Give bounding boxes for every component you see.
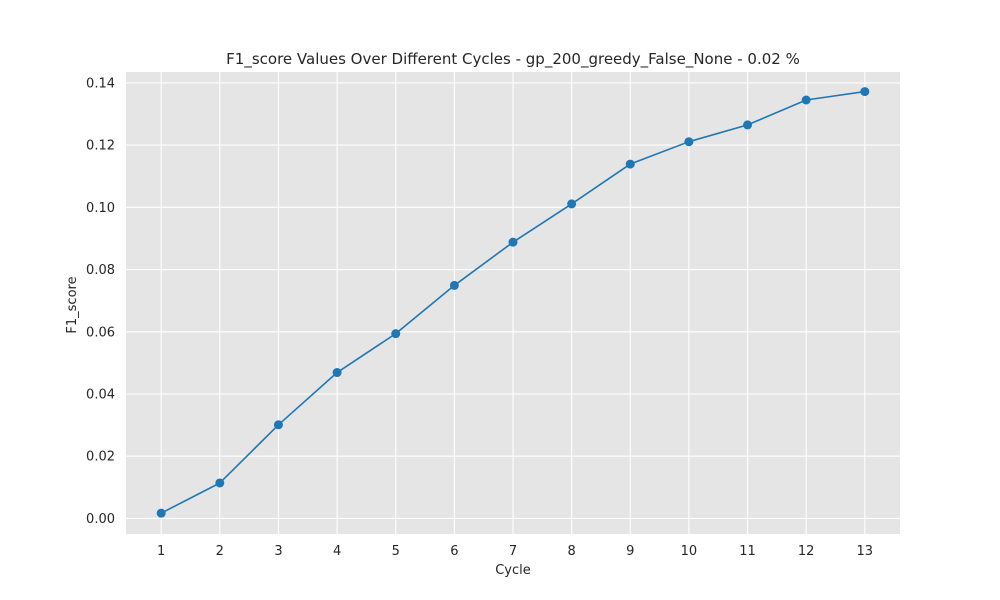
x-tick-label: 12 [798,544,815,559]
y-tick-label: 0.12 [86,139,115,154]
x-tick-label: 5 [392,544,400,559]
data-point [684,137,694,147]
y-tick-label: 0.04 [86,388,115,403]
data-point [273,420,283,430]
data-point [625,159,635,169]
x-tick-label: 7 [509,544,517,559]
x-tick-label: 8 [567,544,575,559]
data-point [860,87,870,97]
y-gridlines [126,82,900,519]
data-point [801,95,811,105]
x-tick-label: 1 [157,544,165,559]
y-tick-label: 0.14 [86,76,115,91]
data-point [449,280,459,290]
data-point [215,478,225,488]
x-tick-label: 11 [739,544,756,559]
data-point [743,120,753,130]
x-axis-label: Cycle [495,563,531,578]
x-tick-label: 2 [216,544,224,559]
data-point [567,199,577,209]
x-tick-label: 3 [274,544,282,559]
x-tick-label: 13 [857,544,874,559]
x-tick-labels: 1 2 3 4 5 6 7 8 9 10 11 12 13 [157,544,873,559]
x-tick-label: 4 [333,544,341,559]
series-0 [156,87,870,518]
data-point [156,508,166,518]
x-tick-label: 10 [681,544,698,559]
series-layer [156,87,870,518]
y-tick-label: 0.00 [86,512,115,527]
y-tick-label: 0.02 [86,450,115,465]
chart-title: F1_score Values Over Different Cycles - … [226,50,800,69]
x-gridlines [160,72,866,534]
y-tick-label: 0.06 [86,325,115,340]
x-tick-label: 9 [626,544,634,559]
data-point [508,237,518,247]
y-tick-labels: 0.00 0.02 0.04 0.06 0.08 0.10 0.12 0.14 [86,76,115,527]
data-point [332,368,342,378]
x-tick-label: 6 [450,544,458,559]
data-point [391,329,401,339]
y-tick-label: 0.08 [86,263,115,278]
y-tick-label: 0.10 [86,201,115,216]
y-axis-label: F1_score [65,276,80,333]
